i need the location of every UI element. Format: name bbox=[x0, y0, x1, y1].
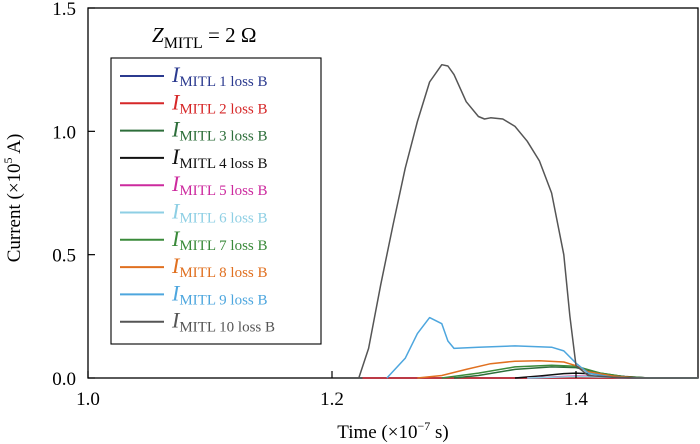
legend-label: IMITL 1 loss B bbox=[171, 62, 268, 90]
axes-layer: 1.0 1.2 1.4 0.0 0.5 1.0 1.5 bbox=[52, 0, 588, 410]
legend-label: IMITL 10 loss B bbox=[171, 308, 275, 336]
axis-labels: Time (×10−7 s) Current (×105 A) bbox=[1, 134, 449, 443]
impedance-annotation: ZMITL = 2 Ω bbox=[152, 23, 257, 52]
x-tick-label: 1.0 bbox=[76, 389, 100, 410]
y-tick-label: 0.0 bbox=[52, 369, 76, 390]
series-line-10 bbox=[358, 63, 698, 379]
legend-label: IMITL 4 loss B bbox=[171, 144, 268, 172]
annotation: ZMITL = 2 Ω bbox=[152, 23, 257, 52]
x-axis-label: Time (×10−7 s) bbox=[337, 419, 449, 443]
legend-label: IMITL 2 loss B bbox=[171, 89, 268, 117]
legend-label: IMITL 8 loss B bbox=[171, 253, 268, 281]
plot-area bbox=[87, 7, 699, 379]
legend-label: IMITL 3 loss B bbox=[171, 117, 268, 145]
legend-label: IMITL 5 loss B bbox=[171, 171, 268, 199]
y-tick-label: 0.5 bbox=[52, 246, 76, 267]
legend-box bbox=[110, 57, 322, 345]
y-tick-label: 1.0 bbox=[52, 122, 76, 143]
y-axis-label: Current (×105 A) bbox=[1, 134, 25, 263]
series-line-9 bbox=[386, 316, 698, 379]
x-tick-label: 1.2 bbox=[320, 389, 344, 410]
series-line-8 bbox=[417, 359, 698, 379]
series-layer bbox=[358, 63, 699, 379]
legend-label: IMITL 9 loss B bbox=[171, 280, 268, 308]
legend-label: IMITL 7 loss B bbox=[171, 226, 268, 254]
y-tick-label: 1.5 bbox=[52, 0, 76, 20]
legend-label: IMITL 6 loss B bbox=[171, 199, 268, 227]
x-tick-label: 1.4 bbox=[564, 389, 588, 410]
